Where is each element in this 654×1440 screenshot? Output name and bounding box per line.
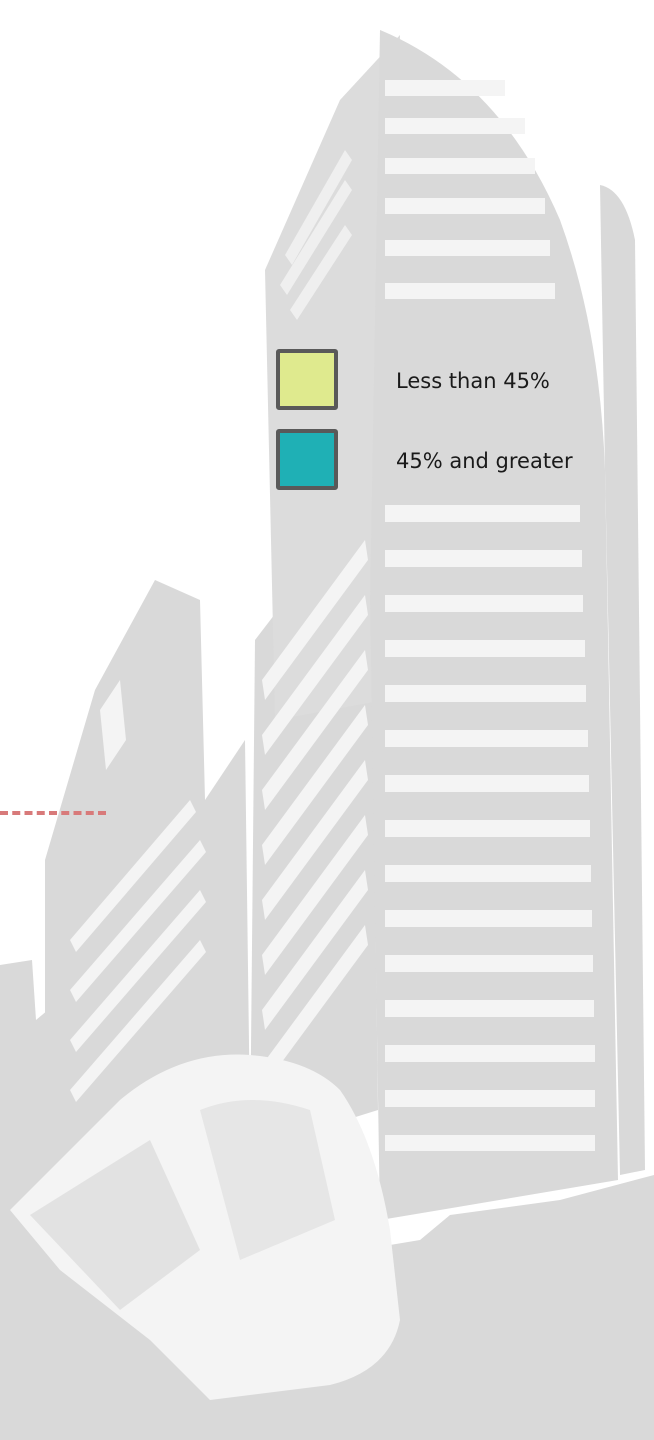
legend: Less than 45% 45% and greater bbox=[276, 349, 646, 509]
mid-rise-stripes bbox=[70, 680, 206, 1102]
legend-swatch-less-than-45 bbox=[276, 349, 338, 410]
mid-rise-building bbox=[45, 580, 250, 1185]
background-tower-stripes bbox=[280, 150, 352, 320]
middle-building-stripes bbox=[262, 540, 368, 1085]
main-tower-window-bands bbox=[385, 80, 595, 1151]
legend-label-less-than-45: Less than 45% bbox=[396, 369, 550, 393]
legend-item-45-and-greater: 45% and greater bbox=[276, 429, 646, 509]
legend-item-less-than-45: Less than 45% bbox=[276, 349, 646, 429]
train-side bbox=[30, 1140, 200, 1310]
train-windshield bbox=[200, 1100, 335, 1260]
low-building-left bbox=[0, 960, 60, 1160]
legend-swatch-45-and-greater bbox=[276, 429, 338, 490]
legend-label-45-and-greater: 45% and greater bbox=[396, 449, 573, 473]
right-slim-tower bbox=[600, 185, 645, 1175]
dashed-leader-line bbox=[0, 811, 106, 815]
